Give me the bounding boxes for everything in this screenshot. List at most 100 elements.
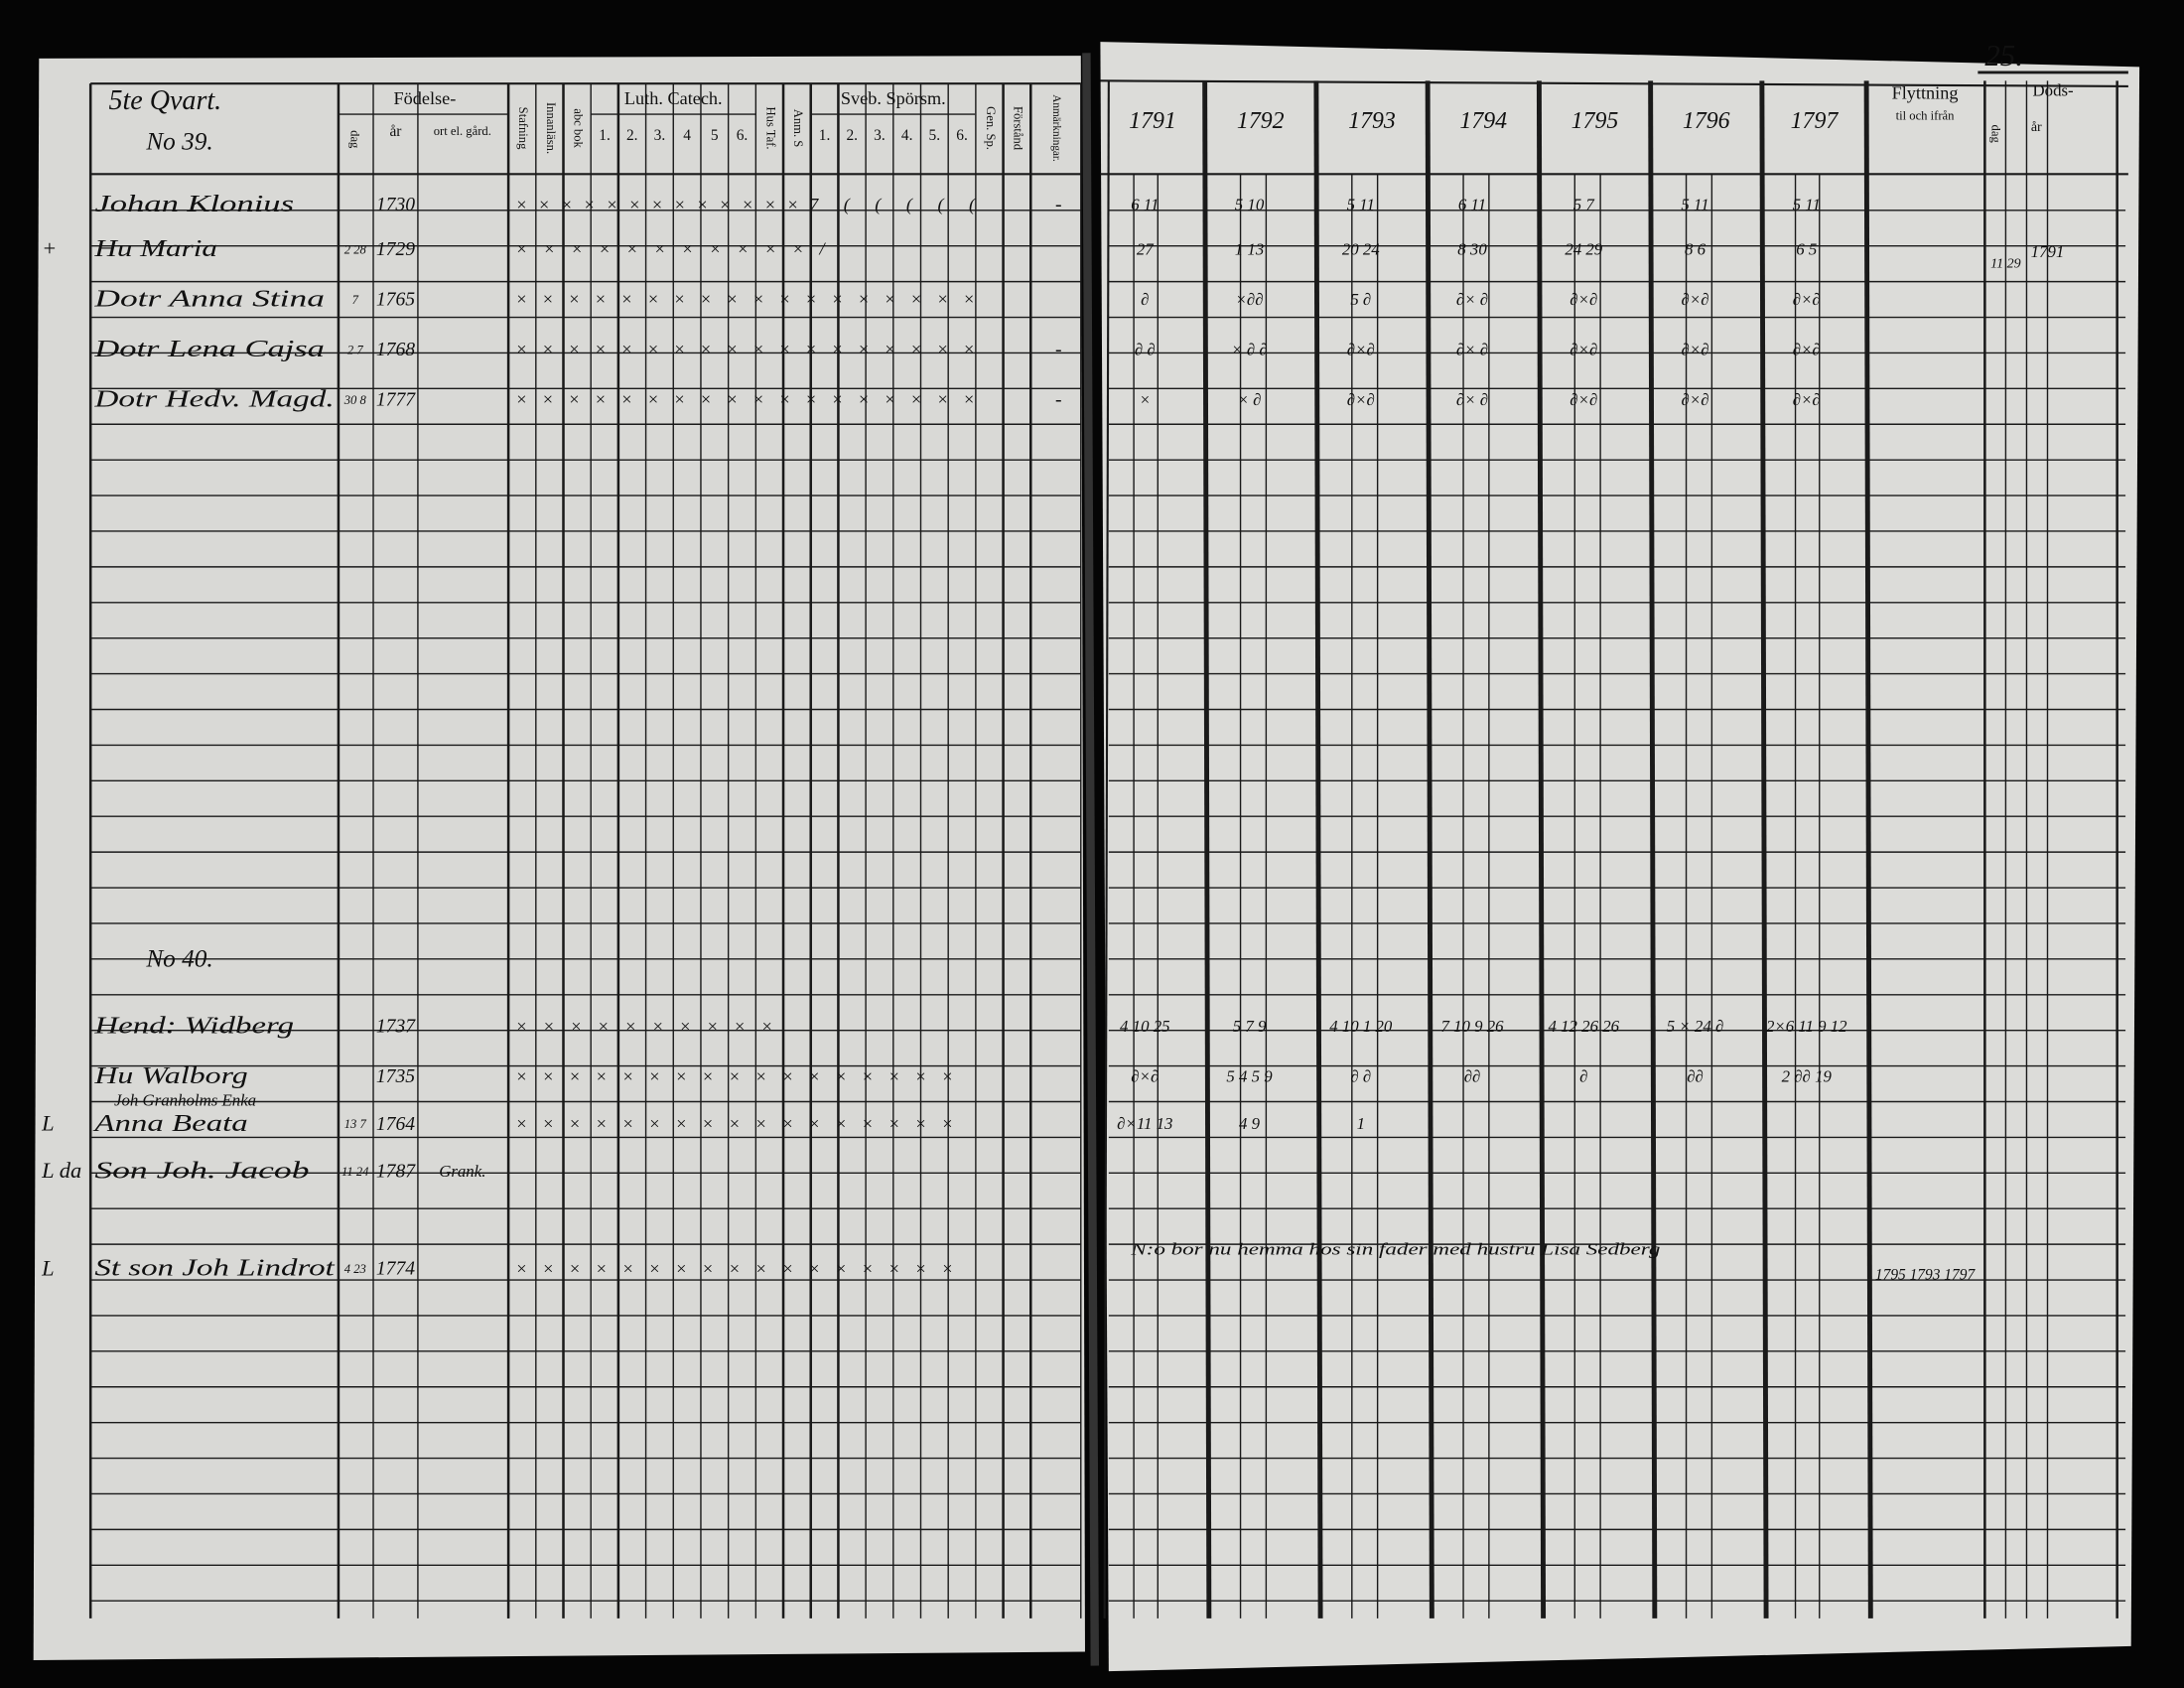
remark: - — [1055, 389, 1062, 410]
year-entry: ×∂∂ — [1236, 290, 1264, 309]
year-entry: ∂×∂ — [1570, 390, 1597, 409]
year-header: 1795 — [1571, 108, 1619, 134]
header: Födelse- — [394, 88, 457, 108]
birth-day: 4 23 — [344, 1262, 366, 1276]
examination-marks: ××××××××××××××××× — [515, 1114, 953, 1134]
column-number: 2. — [626, 127, 638, 144]
year-entry: 8 6 — [1685, 239, 1706, 258]
column-number: 2. — [846, 127, 858, 144]
year-entry: 4 12 26 26 — [1549, 1017, 1620, 1036]
column-number: 5. — [929, 127, 941, 144]
birth-year: 1730 — [376, 195, 415, 215]
year-header: 1794 — [1459, 108, 1507, 134]
year-entry: ∂ ∂ — [1135, 340, 1156, 358]
column-header: Anmärkningar. — [1050, 94, 1062, 162]
column-number: 4. — [901, 127, 913, 144]
year-entry: × ∂ — [1238, 390, 1262, 409]
household-number: No 39. — [145, 127, 212, 155]
year-entry: 7 10 9 26 — [1440, 1017, 1504, 1036]
year-entry: × — [1140, 390, 1151, 409]
rule — [1100, 79, 2128, 88]
birth-year: 1768 — [376, 340, 415, 360]
year-entry: ∂×∂ — [1793, 390, 1821, 409]
year-divider — [1103, 80, 1110, 1618]
person-name: Hu Maria — [93, 236, 217, 262]
margin-mark: L — [41, 1110, 54, 1135]
year-entry: ∂×∂ — [1131, 1067, 1159, 1086]
year-divider — [1313, 80, 1323, 1618]
year-entry: ∂∂ — [1687, 1067, 1704, 1086]
header: Flyttning — [1892, 83, 1959, 103]
column-number: 1. — [819, 127, 831, 144]
year-header: 1797 — [1791, 108, 1840, 134]
year-entry: 2×6 11 9 12 — [1766, 1017, 1847, 1036]
remark: - — [1055, 340, 1062, 360]
year-entry: 1 13 — [1235, 239, 1264, 258]
examination-marks: ××××××××××××××××× — [515, 1066, 953, 1086]
margin-mark: L da — [41, 1158, 81, 1183]
year-entry: 4 10 1 20 — [1329, 1017, 1393, 1036]
year-entry: 4 10 25 — [1120, 1017, 1169, 1036]
year-entry: 6 5 — [1796, 239, 1817, 258]
column-number: 3. — [654, 127, 666, 144]
year-entry: 20 24 — [1342, 239, 1380, 258]
person-name: Son Joh. Jacob — [94, 1158, 309, 1184]
column-number: 1. — [599, 127, 611, 144]
person-name: Hu Walborg — [93, 1063, 248, 1089]
year-entry: 6 11 — [1458, 195, 1486, 213]
header: år — [389, 123, 401, 140]
year-entry: 5 × 24 ∂ — [1667, 1017, 1724, 1036]
page-number: 25. — [1984, 39, 2023, 72]
year-entry: ∂× ∂ — [1456, 390, 1488, 409]
year-entry: 27 — [1137, 239, 1154, 258]
header: til och ifrån — [1896, 109, 1956, 123]
year-header: 1796 — [1683, 108, 1730, 134]
birth-day: 13 7 — [344, 1117, 367, 1131]
birth-day: 30 8 — [343, 393, 367, 407]
year-entry: ∂× ∂ — [1456, 340, 1488, 358]
year-divider — [1759, 80, 1769, 1618]
year-entry: 5 10 — [1235, 195, 1265, 213]
person-name-above: Joh Granholms Enka — [114, 1090, 256, 1109]
moving-entry: 1795 1793 1797 — [1875, 1266, 1977, 1283]
person-name: Hend: Widberg — [93, 1014, 294, 1040]
year-header: 1791 — [1129, 108, 1176, 134]
year-header: 1792 — [1237, 108, 1285, 134]
birth-day: 2 7 — [347, 343, 363, 356]
column-header: Hus Taf. — [763, 107, 777, 150]
year-entry: ∂×∂ — [1570, 290, 1597, 309]
column-header: Anm. S — [791, 109, 805, 148]
year-entry: 4 9 — [1239, 1114, 1261, 1133]
death-day: 11 29 — [1990, 257, 2021, 272]
examination-marks: ××××××××××××××××× — [515, 1258, 953, 1278]
year-entry: 5 11 — [1793, 195, 1821, 213]
note: N:o bor nu hemma hos sin fader med hustr… — [1130, 1239, 1661, 1258]
year-entry: ∂ ∂ — [1350, 1067, 1371, 1086]
birth-year: 1735 — [376, 1066, 415, 1087]
person-name: St son Joh Lindrot — [94, 1256, 336, 1282]
year-header: 1793 — [1348, 108, 1396, 134]
birth-year: 1787 — [376, 1162, 416, 1183]
text-layer: 25. 5te Qvart. Födelse-dag år ort el. gård. S… — [41, 39, 2074, 1283]
year-entry: ∂×11 13 — [1117, 1114, 1172, 1133]
right-page — [1100, 42, 2140, 1672]
birth-year: 1765 — [376, 289, 415, 310]
ruling — [88, 70, 2128, 1618]
column-number: 5 — [711, 127, 719, 144]
header: dag — [347, 130, 361, 149]
year-entry: ∂×∂ — [1682, 340, 1709, 358]
year-entry: 5 11 — [1681, 195, 1708, 213]
book-gutter — [1082, 53, 1100, 1666]
person-name: Johan Klonius — [94, 192, 294, 217]
year-entry: 2 ∂∂ 19 — [1782, 1067, 1833, 1086]
year-entry: 5 4 5 9 — [1226, 1067, 1273, 1086]
year-entry: 5 11 — [1347, 195, 1375, 213]
year-entry: 6 11 — [1131, 195, 1159, 213]
column-header: Stafning — [516, 107, 530, 150]
header: ort el. gård. — [434, 124, 491, 138]
year-entry: ∂×∂ — [1570, 340, 1597, 358]
year-entry: ∂×∂ — [1682, 390, 1709, 409]
year-entry: 5 7 — [1573, 195, 1595, 213]
remark: - — [1055, 195, 1062, 215]
